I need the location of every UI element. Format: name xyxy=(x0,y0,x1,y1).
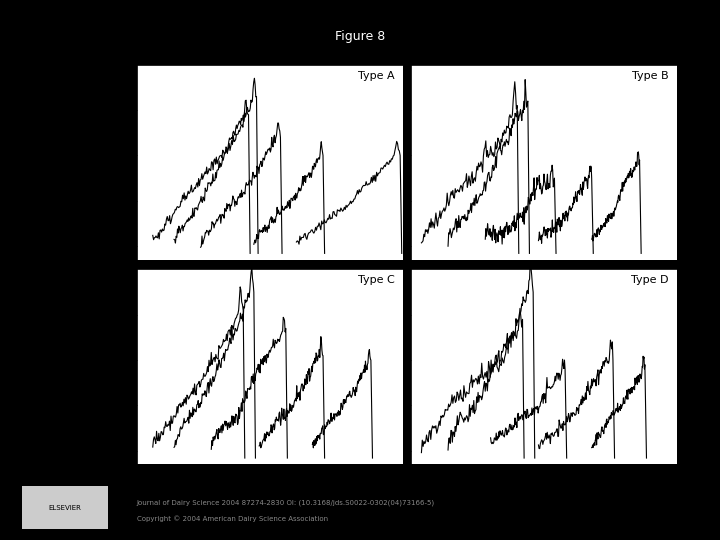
Y-axis label: Force (N): Force (N) xyxy=(96,343,107,390)
Text: Figure 8: Figure 8 xyxy=(335,30,385,43)
X-axis label: Arbitrary unit of distance: Arbitrary unit of distance xyxy=(478,487,609,497)
Y-axis label: Force (N): Force (N) xyxy=(96,139,107,186)
X-axis label: Arbitrary unit of distance: Arbitrary unit of distance xyxy=(204,487,336,497)
Text: Copyright © 2004 American Dairy Science Association: Copyright © 2004 American Dairy Science … xyxy=(137,516,328,522)
Text: ELSEVIER: ELSEVIER xyxy=(48,504,81,511)
Text: Type B: Type B xyxy=(632,71,669,80)
Text: Type D: Type D xyxy=(631,275,669,285)
Text: Type A: Type A xyxy=(359,71,395,80)
Text: Type C: Type C xyxy=(358,275,395,285)
Text: Journal of Dairy Science 2004 87274-2830 OI: (10.3168/jds.S0022-0302(04)73166-5): Journal of Dairy Science 2004 87274-2830… xyxy=(137,500,435,506)
